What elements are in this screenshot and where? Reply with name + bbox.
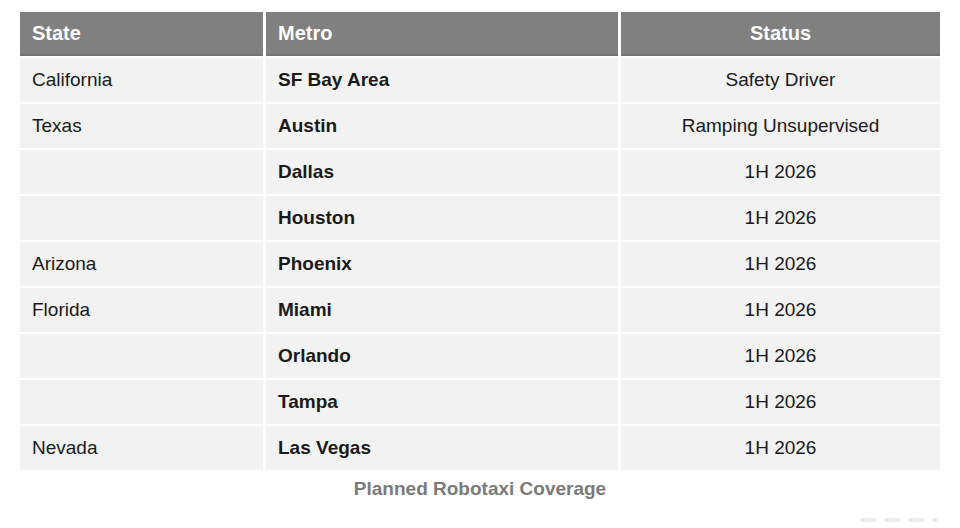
watermark-dash: [861, 518, 876, 522]
cell-metro: Houston: [266, 196, 618, 240]
watermark-dash: [933, 518, 938, 522]
cell-status: 1H 2026: [621, 196, 940, 240]
column-header-state: State: [20, 12, 263, 56]
cell-metro: Miami: [266, 288, 618, 332]
cell-state: California: [20, 58, 263, 102]
column-header-metro: Metro: [266, 12, 618, 56]
cell-status: 1H 2026: [621, 288, 940, 332]
cell-metro: Dallas: [266, 150, 618, 194]
cell-metro: Orlando: [266, 334, 618, 378]
cell-status: Safety Driver: [621, 58, 940, 102]
cell-state: Arizona: [20, 242, 263, 286]
cell-status: 1H 2026: [621, 242, 940, 286]
cell-state: [20, 150, 263, 194]
robotaxi-coverage-table: State Metro Status California SF Bay Are…: [20, 12, 940, 470]
cell-state: [20, 196, 263, 240]
cell-state: Florida: [20, 288, 263, 332]
cell-metro: SF Bay Area: [266, 58, 618, 102]
cell-metro: Las Vegas: [266, 426, 618, 470]
cell-metro: Phoenix: [266, 242, 618, 286]
cell-state: Nevada: [20, 426, 263, 470]
cell-metro: Austin: [266, 104, 618, 148]
cell-status: Ramping Unsupervised: [621, 104, 940, 148]
cell-metro: Tampa: [266, 380, 618, 424]
slide-canvas: State Metro Status California SF Bay Are…: [0, 0, 960, 528]
cell-state: [20, 334, 263, 378]
cropped-watermark-marks: [861, 518, 938, 522]
watermark-dash: [909, 518, 924, 522]
cell-state: [20, 380, 263, 424]
cell-status: 1H 2026: [621, 150, 940, 194]
cell-status: 1H 2026: [621, 380, 940, 424]
cell-state: Texas: [20, 104, 263, 148]
cell-status: 1H 2026: [621, 334, 940, 378]
watermark-dash: [885, 518, 900, 522]
cell-status: 1H 2026: [621, 426, 940, 470]
table-caption: Planned Robotaxi Coverage: [0, 478, 960, 500]
column-header-status: Status: [621, 12, 940, 56]
